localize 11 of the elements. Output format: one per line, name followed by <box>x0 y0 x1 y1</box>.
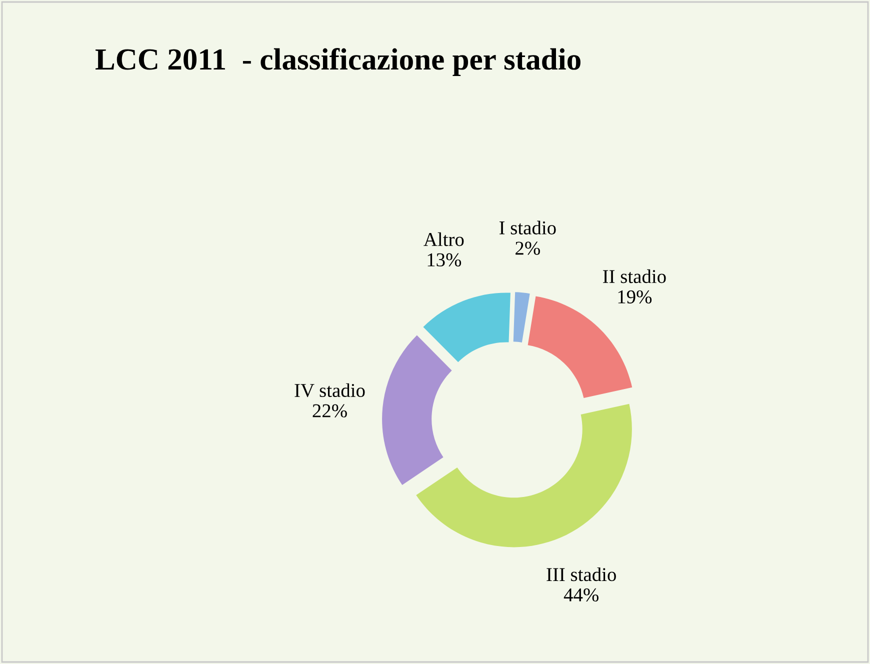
slice-label: II stadio <box>603 269 666 284</box>
slice-label: I stadio <box>499 220 556 234</box>
slice-label: Altro <box>424 232 464 246</box>
data-label: 13% <box>428 253 462 266</box>
data-label: 44% <box>564 588 598 602</box>
data-label: 22% <box>312 404 347 418</box>
slice-label: III stadio <box>546 567 616 582</box>
data-label: 2% <box>516 242 540 255</box>
data-label: 19% <box>618 290 652 304</box>
slice-label: IV stadio <box>294 383 365 398</box>
chart-title: LCC 2011 - classificazione per stadio <box>96 48 580 76</box>
